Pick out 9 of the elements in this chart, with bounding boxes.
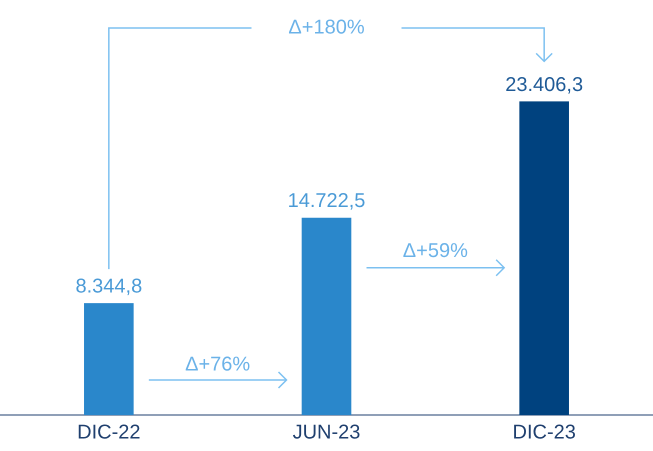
x-tick-label: JUN-23 — [292, 422, 360, 444]
x-tick-label: DIC-23 — [512, 422, 576, 444]
annotation: Δ+59% — [402, 240, 468, 262]
data-label: 23.406,3 — [505, 74, 584, 96]
data-label: 14.722,5 — [288, 190, 366, 212]
data-label: 8.344,8 — [75, 276, 142, 298]
x-tick-label: DIC-22 — [77, 422, 141, 444]
text: Δ+180% — [288, 16, 365, 39]
annotation: Δ+76% — [185, 354, 250, 376]
